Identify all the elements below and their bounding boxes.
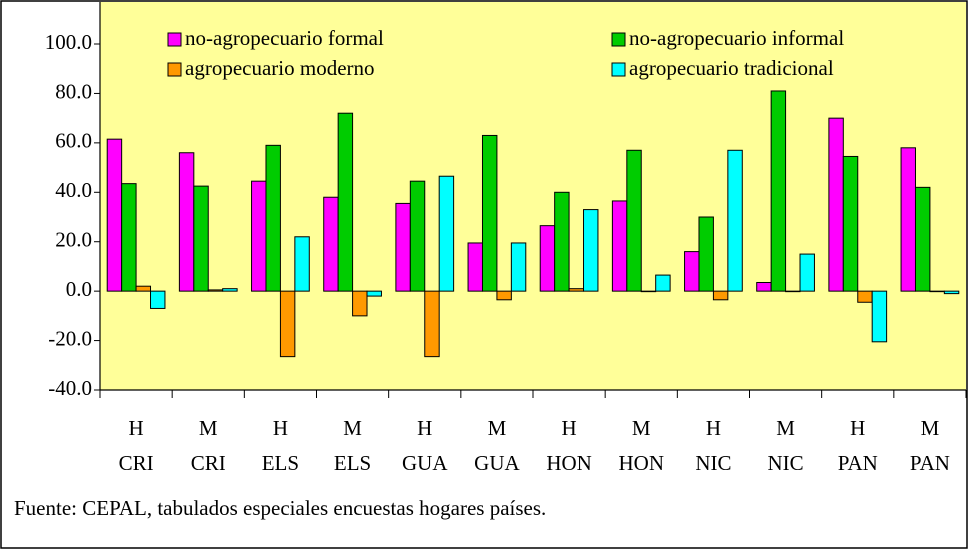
bar: [438, 175, 455, 292]
bar: [785, 290, 801, 293]
plot-area: [100, 2, 966, 390]
x-tick-label: M: [632, 416, 651, 440]
bar: [770, 90, 787, 292]
bar: [207, 289, 224, 292]
bar: [366, 290, 382, 297]
x-tick-label: PAN: [910, 451, 950, 475]
bar: [842, 155, 859, 292]
bar: [323, 196, 339, 292]
bar: [395, 202, 411, 292]
y-tick-label: -20.0: [48, 326, 92, 350]
legend-label: agropecuario moderno: [185, 56, 375, 80]
legend-swatch: [611, 62, 626, 77]
x-tick-label: H: [417, 416, 432, 440]
legend-label: no-agropecuario formal: [185, 26, 384, 50]
x-tick-label: CRI: [191, 451, 226, 475]
bar: [178, 152, 195, 292]
bar: [626, 149, 642, 292]
x-tick-label: H: [128, 416, 143, 440]
bar: [135, 285, 152, 292]
x-tick-label: M: [921, 416, 940, 440]
bar: [698, 216, 714, 292]
legend-swatch: [167, 32, 182, 47]
y-tick-label: -40.0: [48, 376, 92, 400]
bar: [943, 290, 960, 295]
bar: [467, 242, 483, 292]
x-tick-label: H: [850, 416, 865, 440]
bar: [900, 147, 916, 292]
bar: [539, 225, 556, 292]
x-tick-label: GUA: [402, 451, 448, 475]
x-tick-label: M: [776, 416, 795, 440]
bar: [337, 112, 354, 292]
x-tick-label: M: [343, 416, 362, 440]
y-tick-label: 100.0: [45, 30, 92, 54]
bar: [799, 253, 815, 292]
x-tick-label: H: [706, 416, 721, 440]
bar: [409, 180, 426, 292]
bar: [251, 180, 267, 292]
bar: [121, 183, 137, 292]
bar: [727, 149, 743, 292]
bar: [294, 236, 310, 292]
x-tick-label: PAN: [838, 451, 878, 475]
legend-label: agropecuario tradicional: [629, 56, 834, 80]
y-tick-label: 80.0: [55, 79, 92, 103]
bar: [106, 138, 123, 292]
legend-label: no-agropecuario informal: [629, 26, 844, 50]
bar: [352, 290, 368, 317]
bar: [640, 290, 657, 293]
bar: [611, 200, 628, 292]
bar: [424, 290, 440, 358]
x-tick-label: NIC: [695, 451, 731, 475]
y-tick-label: 40.0: [55, 178, 92, 202]
y-tick-label: 60.0: [55, 129, 92, 153]
x-tick-label: M: [488, 416, 507, 440]
y-tick-label: 20.0: [55, 228, 92, 252]
x-tick-label: ELS: [262, 451, 299, 475]
x-tick-label: GUA: [474, 451, 520, 475]
bar: [568, 288, 585, 292]
bar: [279, 290, 296, 358]
bar: [914, 186, 931, 292]
x-tick-label: ELS: [334, 451, 371, 475]
bar: [828, 117, 844, 292]
bar: [583, 209, 599, 292]
bar: [857, 290, 873, 303]
bar: [929, 290, 945, 293]
x-tick-label: M: [199, 416, 218, 440]
y-tick-label: 0.0: [66, 277, 92, 301]
x-tick-label: HON: [546, 451, 592, 475]
x-tick-label: H: [273, 416, 288, 440]
bar: [554, 191, 570, 292]
bar: [265, 144, 281, 292]
bar: [756, 281, 772, 292]
bar: [150, 290, 166, 309]
bar: [871, 290, 888, 343]
x-tick-label: CRI: [119, 451, 154, 475]
source-note: Fuente: CEPAL, tabulados especiales encu…: [14, 496, 546, 520]
bar: [193, 185, 209, 292]
legend-swatch: [611, 32, 626, 47]
bar: [481, 134, 498, 292]
bar: [712, 290, 729, 301]
bar: [684, 251, 700, 292]
x-tick-label: HON: [619, 451, 665, 475]
bar: [222, 288, 238, 292]
bar: [496, 290, 512, 301]
x-tick-label: NIC: [767, 451, 803, 475]
bar: [655, 274, 671, 292]
bar: [510, 242, 527, 292]
legend-swatch: [167, 62, 182, 77]
x-tick-label: H: [561, 416, 576, 440]
